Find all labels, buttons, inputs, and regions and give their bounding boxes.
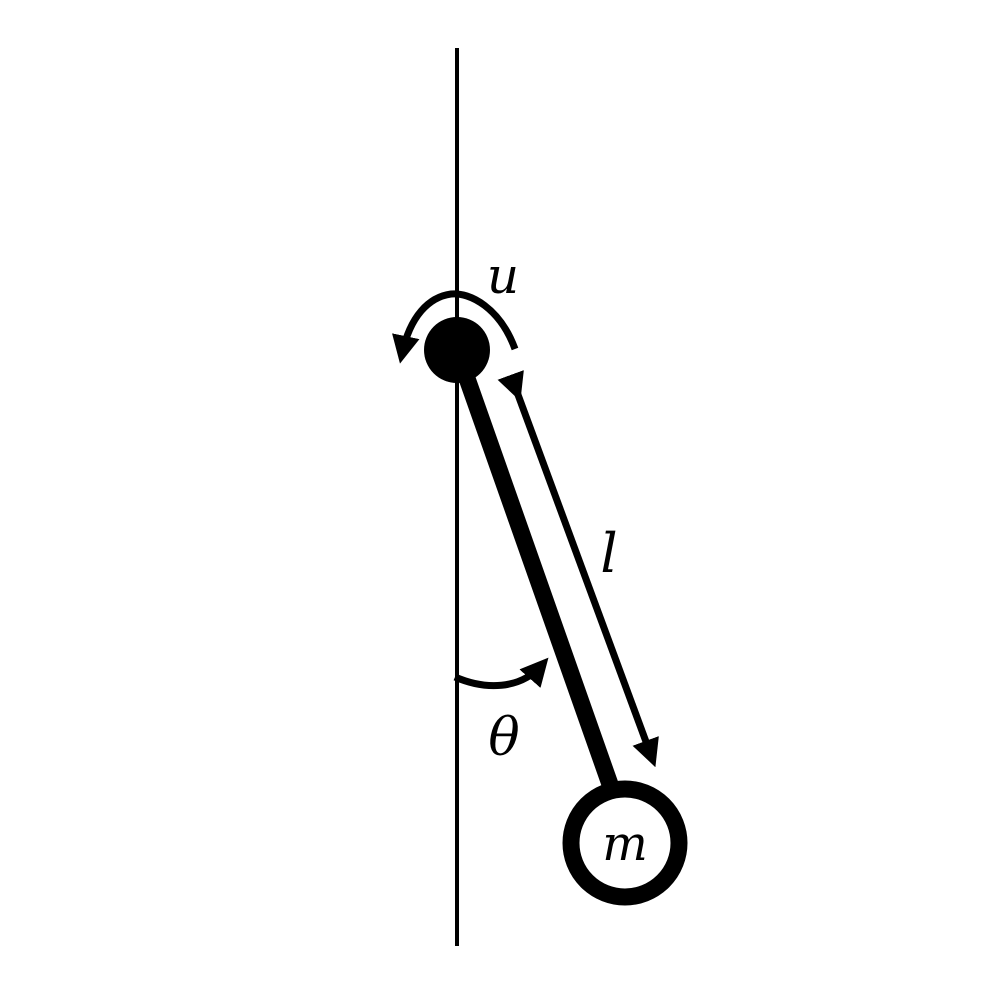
torque-label: u [487,247,519,305]
length-label: l [600,522,617,585]
angle-label: θ [488,708,519,768]
length-arrow [497,370,659,768]
torque-arrow [392,290,519,364]
pendulum-rod [448,347,621,793]
mass-label: m [602,816,648,872]
mass-bob [562,780,688,906]
angle-arrow [453,657,549,690]
pivot-point [424,317,490,383]
